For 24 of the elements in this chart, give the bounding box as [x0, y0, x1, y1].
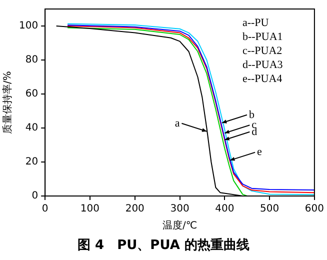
x-tick-label: 500 [260, 204, 280, 215]
y-tick-label: 0 [32, 190, 38, 202]
annotation: d--PUA3 [242, 58, 284, 71]
y-tick-label: 100 [18, 20, 38, 32]
y-tick-label: 80 [25, 54, 38, 66]
annotation: b [248, 108, 255, 121]
annotation: c--PUA2 [242, 44, 282, 57]
annotation: e [257, 146, 262, 158]
x-axis-title: 温度/℃ [162, 220, 198, 232]
text: 图 4 PU、PUA 的热重曲线 [76, 236, 250, 254]
annotation: a [174, 117, 180, 130]
x-tick-label: 600 [304, 204, 324, 215]
x-tick-label: 0 [42, 204, 48, 215]
annotation: b--PUA1 [242, 30, 283, 43]
x-tick-label: 200 [125, 204, 144, 215]
x-tick-label: 400 [215, 204, 234, 215]
y-tick-label: 60 [25, 88, 38, 100]
y-tick-label: 40 [25, 122, 38, 134]
annotation: e--PUA4 [242, 72, 283, 85]
y-axis-title: 质量保持率/% [2, 71, 14, 134]
annotation: a--PU [242, 16, 269, 29]
x-tick-label: 100 [80, 204, 100, 215]
x-tick-label: 300 [170, 204, 190, 215]
y-tick-label: 20 [25, 156, 38, 168]
